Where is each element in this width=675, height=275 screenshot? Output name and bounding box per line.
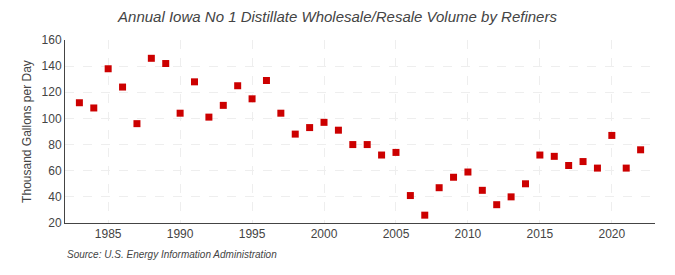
svg-text:60: 60 <box>48 164 62 178</box>
svg-text:2015: 2015 <box>527 227 554 241</box>
svg-text:1985: 1985 <box>95 227 122 241</box>
svg-text:140: 140 <box>42 59 62 73</box>
svg-text:100: 100 <box>42 112 62 126</box>
svg-text:2020: 2020 <box>598 227 625 241</box>
svg-text:40: 40 <box>48 190 62 204</box>
svg-text:Thousand Gallons per Day: Thousand Gallons per Day <box>20 60 34 203</box>
svg-text:2005: 2005 <box>383 227 410 241</box>
svg-text:Source: U.S. Energy Informatio: Source: U.S. Energy Information Administ… <box>67 249 277 260</box>
svg-text:20: 20 <box>48 216 62 230</box>
svg-text:Annual Iowa No 1 Distillate Wh: Annual Iowa No 1 Distillate Wholesale/Re… <box>117 8 557 25</box>
svg-text:2000: 2000 <box>311 227 338 241</box>
svg-text:80: 80 <box>48 138 62 152</box>
svg-text:2010: 2010 <box>455 227 482 241</box>
svg-text:1990: 1990 <box>167 227 194 241</box>
svg-text:160: 160 <box>42 33 62 47</box>
svg-text:120: 120 <box>42 85 62 99</box>
svg-text:1995: 1995 <box>239 227 266 241</box>
